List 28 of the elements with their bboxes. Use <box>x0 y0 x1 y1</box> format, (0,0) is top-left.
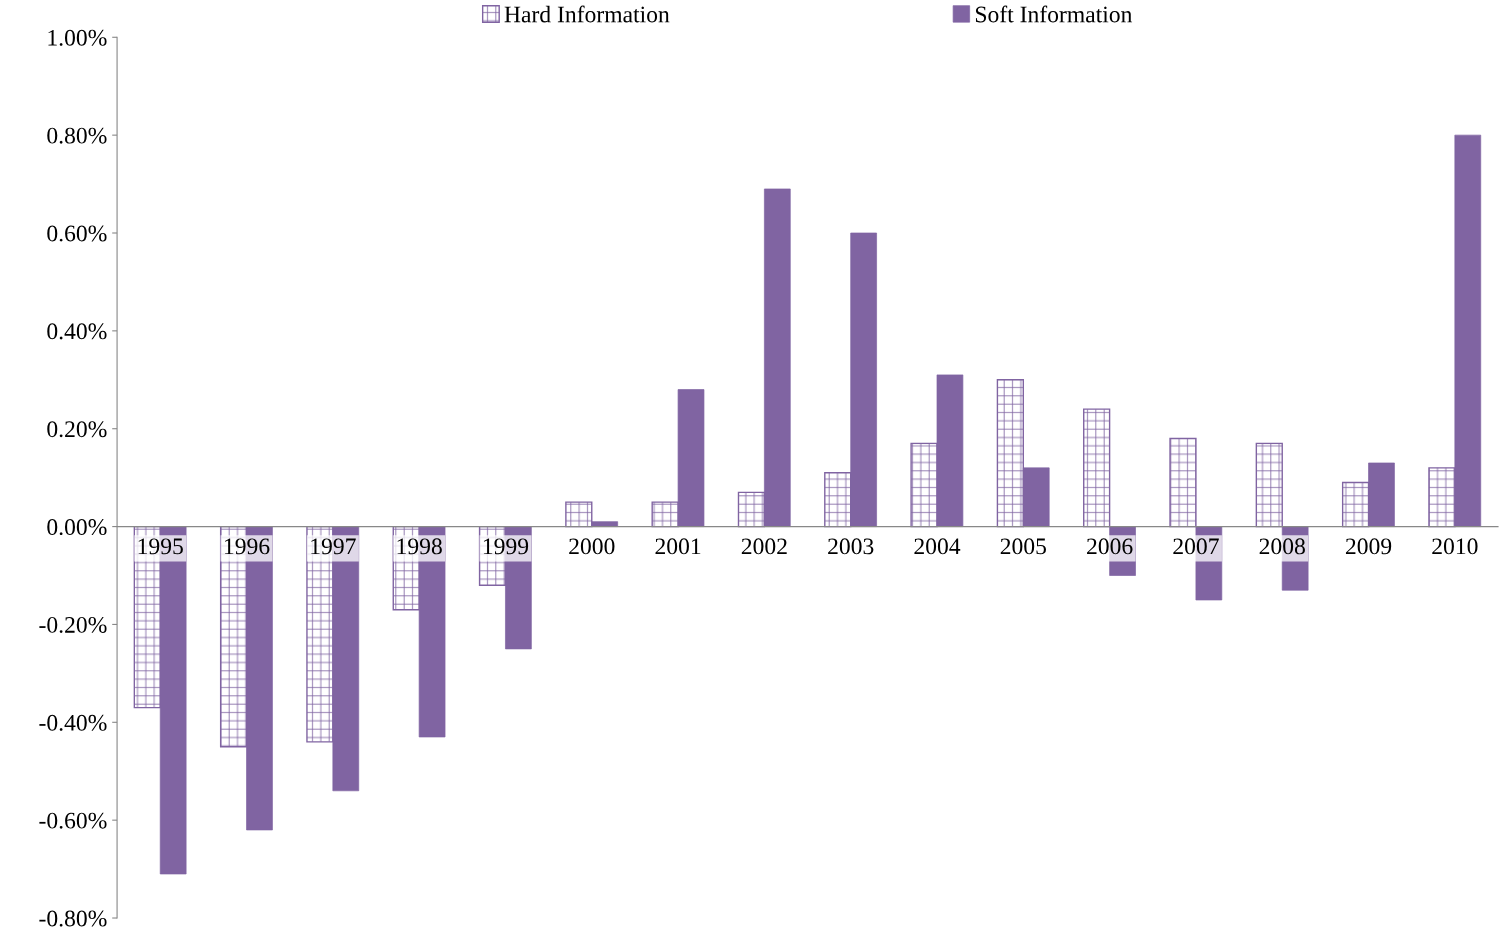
y-tick-label: 0.00% <box>47 519 107 536</box>
x-tick-label: 2008 <box>1259 538 1305 555</box>
legend-label: Soft Information <box>975 5 1133 23</box>
y-tick-label: 0.40% <box>47 323 107 340</box>
y-tick-label: 0.80% <box>47 127 107 144</box>
y-tick-label: -0.20% <box>39 616 107 633</box>
x-tick-label: 2009 <box>1345 538 1392 555</box>
x-tick-label: 2002 <box>741 538 787 555</box>
x-tick-label: 2003 <box>828 538 874 555</box>
x-tick-label: 1999 <box>483 538 529 555</box>
y-tick-label: 0.20% <box>47 421 107 438</box>
x-tick-label: 2004 <box>914 538 961 555</box>
x-tick-label: 1997 <box>311 538 356 555</box>
x-tick-label: 1998 <box>397 538 442 555</box>
x-tick-label: 1996 <box>225 538 270 555</box>
y-tick-label: 0.60% <box>47 225 107 242</box>
y-tick-label: 1.00% <box>48 29 107 46</box>
x-tick-label: 2000 <box>569 538 615 555</box>
x-tick-label: 2001 <box>655 538 701 555</box>
legend-label: Hard Information <box>504 5 670 23</box>
x-tick-label: 2010 <box>1432 538 1478 555</box>
x-tick-label: 2007 <box>1173 538 1219 555</box>
y-tick-label: -0.80% <box>39 910 107 927</box>
y-tick-label: -0.40% <box>39 714 107 731</box>
x-tick-label: 2005 <box>1000 538 1046 555</box>
x-tick-label: 1995 <box>138 538 183 555</box>
y-tick-label: -0.60% <box>39 812 107 829</box>
x-tick-label: 2006 <box>1087 538 1133 555</box>
